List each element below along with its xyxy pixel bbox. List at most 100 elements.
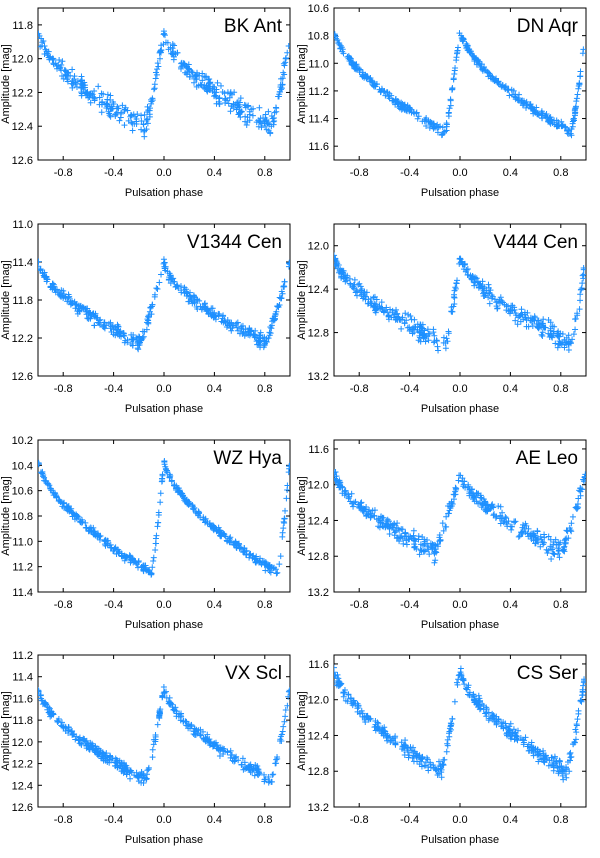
data-point xyxy=(286,465,290,472)
data-point xyxy=(438,774,445,781)
y-tick-label: 12.0 xyxy=(12,54,33,66)
data-point xyxy=(284,702,290,709)
data-point xyxy=(270,317,277,324)
data-point xyxy=(121,122,128,129)
data-point xyxy=(261,562,268,569)
data-point xyxy=(255,117,262,124)
data-point xyxy=(396,538,403,545)
data-point xyxy=(387,306,394,313)
data-point xyxy=(65,507,72,514)
data-point xyxy=(408,747,415,754)
data-point xyxy=(542,324,549,331)
data-point xyxy=(430,762,437,769)
data-point xyxy=(268,325,275,332)
data-point xyxy=(240,328,247,335)
data-point xyxy=(269,771,276,778)
data-point xyxy=(91,529,98,536)
data-point xyxy=(458,32,465,39)
data-point xyxy=(46,704,53,711)
data-point xyxy=(566,524,573,531)
data-point xyxy=(461,478,468,485)
data-point xyxy=(562,124,569,131)
data-point xyxy=(571,107,578,114)
data-point xyxy=(355,281,362,288)
data-point xyxy=(191,293,198,300)
data-point xyxy=(170,49,177,56)
data-point xyxy=(348,700,355,707)
data-point xyxy=(148,303,155,310)
data-point xyxy=(434,343,441,350)
data-point xyxy=(371,83,378,90)
data-point xyxy=(152,540,159,547)
x-tick-label: 0.0 xyxy=(156,599,171,611)
x-tick-label: -0.4 xyxy=(104,814,123,826)
data-point xyxy=(276,88,283,95)
data-point xyxy=(271,564,278,571)
data-point xyxy=(564,528,571,535)
data-point xyxy=(361,715,368,722)
data-point xyxy=(278,288,285,295)
data-point xyxy=(575,495,582,502)
data-point xyxy=(572,736,579,743)
data-point xyxy=(117,330,124,337)
data-point xyxy=(404,102,411,109)
data-point xyxy=(533,104,540,111)
data-point xyxy=(276,561,283,568)
data-point xyxy=(478,504,485,511)
data-point xyxy=(580,264,586,271)
data-point xyxy=(286,687,290,694)
data-point xyxy=(438,766,445,773)
x-axis-label: Pulsation phase xyxy=(421,619,499,631)
data-point xyxy=(555,770,562,777)
data-point xyxy=(443,748,450,755)
data-point xyxy=(52,490,59,497)
data-point xyxy=(191,731,198,738)
data-point xyxy=(436,538,443,545)
data-point xyxy=(579,688,586,695)
data-point xyxy=(285,688,290,695)
data-point xyxy=(398,325,405,332)
data-point xyxy=(273,570,280,577)
data-point xyxy=(253,558,260,565)
data-point xyxy=(224,89,231,96)
data-point xyxy=(47,53,54,60)
data-point xyxy=(394,311,401,318)
data-point xyxy=(86,90,93,97)
data-point xyxy=(106,756,113,763)
data-point xyxy=(514,736,521,743)
data-point xyxy=(534,746,541,753)
data-point xyxy=(400,540,407,547)
data-point xyxy=(440,527,447,534)
data-point xyxy=(449,308,456,315)
data-point xyxy=(519,311,526,318)
data-point xyxy=(368,77,375,84)
x-axis-label: Pulsation phase xyxy=(125,619,203,631)
data-point xyxy=(222,95,229,102)
data-points xyxy=(334,30,586,139)
data-point xyxy=(539,115,546,122)
data-point xyxy=(42,274,49,281)
data-point xyxy=(101,325,108,332)
data-point xyxy=(393,524,400,531)
data-point xyxy=(241,545,248,552)
data-point xyxy=(390,735,397,742)
data-point xyxy=(421,536,428,543)
data-point xyxy=(150,736,157,743)
panel-v1344-cen: -0.8 -0.4 0.0 0.4 0.8 11.0 11.4 11.8 12.2 12.6 Pul… xyxy=(0,219,291,415)
data-point xyxy=(466,486,473,493)
y-tick-label: 11.8 xyxy=(12,715,33,727)
data-point xyxy=(554,344,561,351)
data-point xyxy=(352,498,359,505)
data-point xyxy=(172,283,179,290)
data-point xyxy=(245,762,252,769)
data-point xyxy=(188,68,195,75)
data-point xyxy=(129,336,136,343)
data-point xyxy=(228,327,235,334)
data-point xyxy=(278,75,285,82)
y-tick-label: 11.4 xyxy=(12,257,33,269)
x-tick-label: -0.8 xyxy=(54,599,73,611)
data-point xyxy=(511,306,518,313)
data-point xyxy=(455,672,462,679)
data-point xyxy=(193,303,200,310)
data-point xyxy=(219,313,226,320)
